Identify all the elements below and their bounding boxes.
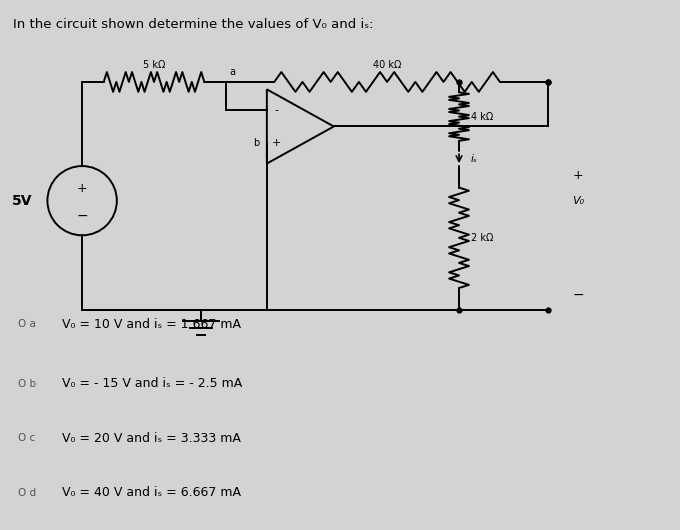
Text: iₛ: iₛ — [471, 154, 477, 164]
Text: O d: O d — [18, 488, 36, 498]
Text: +: + — [272, 138, 282, 148]
Text: O c: O c — [18, 433, 35, 443]
Text: V₀ = 20 V and iₛ = 3.333 mA: V₀ = 20 V and iₛ = 3.333 mA — [63, 431, 241, 445]
Text: V₀ = 10 V and iₛ = 1.667 mA: V₀ = 10 V and iₛ = 1.667 mA — [63, 318, 241, 331]
Text: O a: O a — [18, 320, 35, 329]
Text: V₀ = - 15 V and iₛ = - 2.5 mA: V₀ = - 15 V and iₛ = - 2.5 mA — [63, 377, 243, 390]
Text: O b: O b — [18, 379, 36, 388]
Text: 40 kΩ: 40 kΩ — [373, 60, 401, 70]
Text: +: + — [573, 170, 583, 182]
Text: −: − — [76, 208, 88, 223]
Text: 5 kΩ: 5 kΩ — [143, 60, 165, 70]
Text: +: + — [77, 182, 88, 196]
Text: a: a — [229, 67, 235, 77]
Text: 4 kΩ: 4 kΩ — [471, 112, 493, 121]
Text: 5V: 5V — [12, 193, 33, 208]
Text: -: - — [275, 105, 279, 115]
Text: 2 kΩ: 2 kΩ — [471, 233, 493, 243]
Text: V₀: V₀ — [572, 196, 584, 206]
Text: In the circuit shown determine the values of V₀ and iₛ:: In the circuit shown determine the value… — [13, 17, 373, 31]
Text: V₀ = 40 V and iₛ = 6.667 mA: V₀ = 40 V and iₛ = 6.667 mA — [63, 486, 241, 499]
Text: −: − — [573, 288, 584, 302]
Text: b: b — [253, 138, 259, 148]
